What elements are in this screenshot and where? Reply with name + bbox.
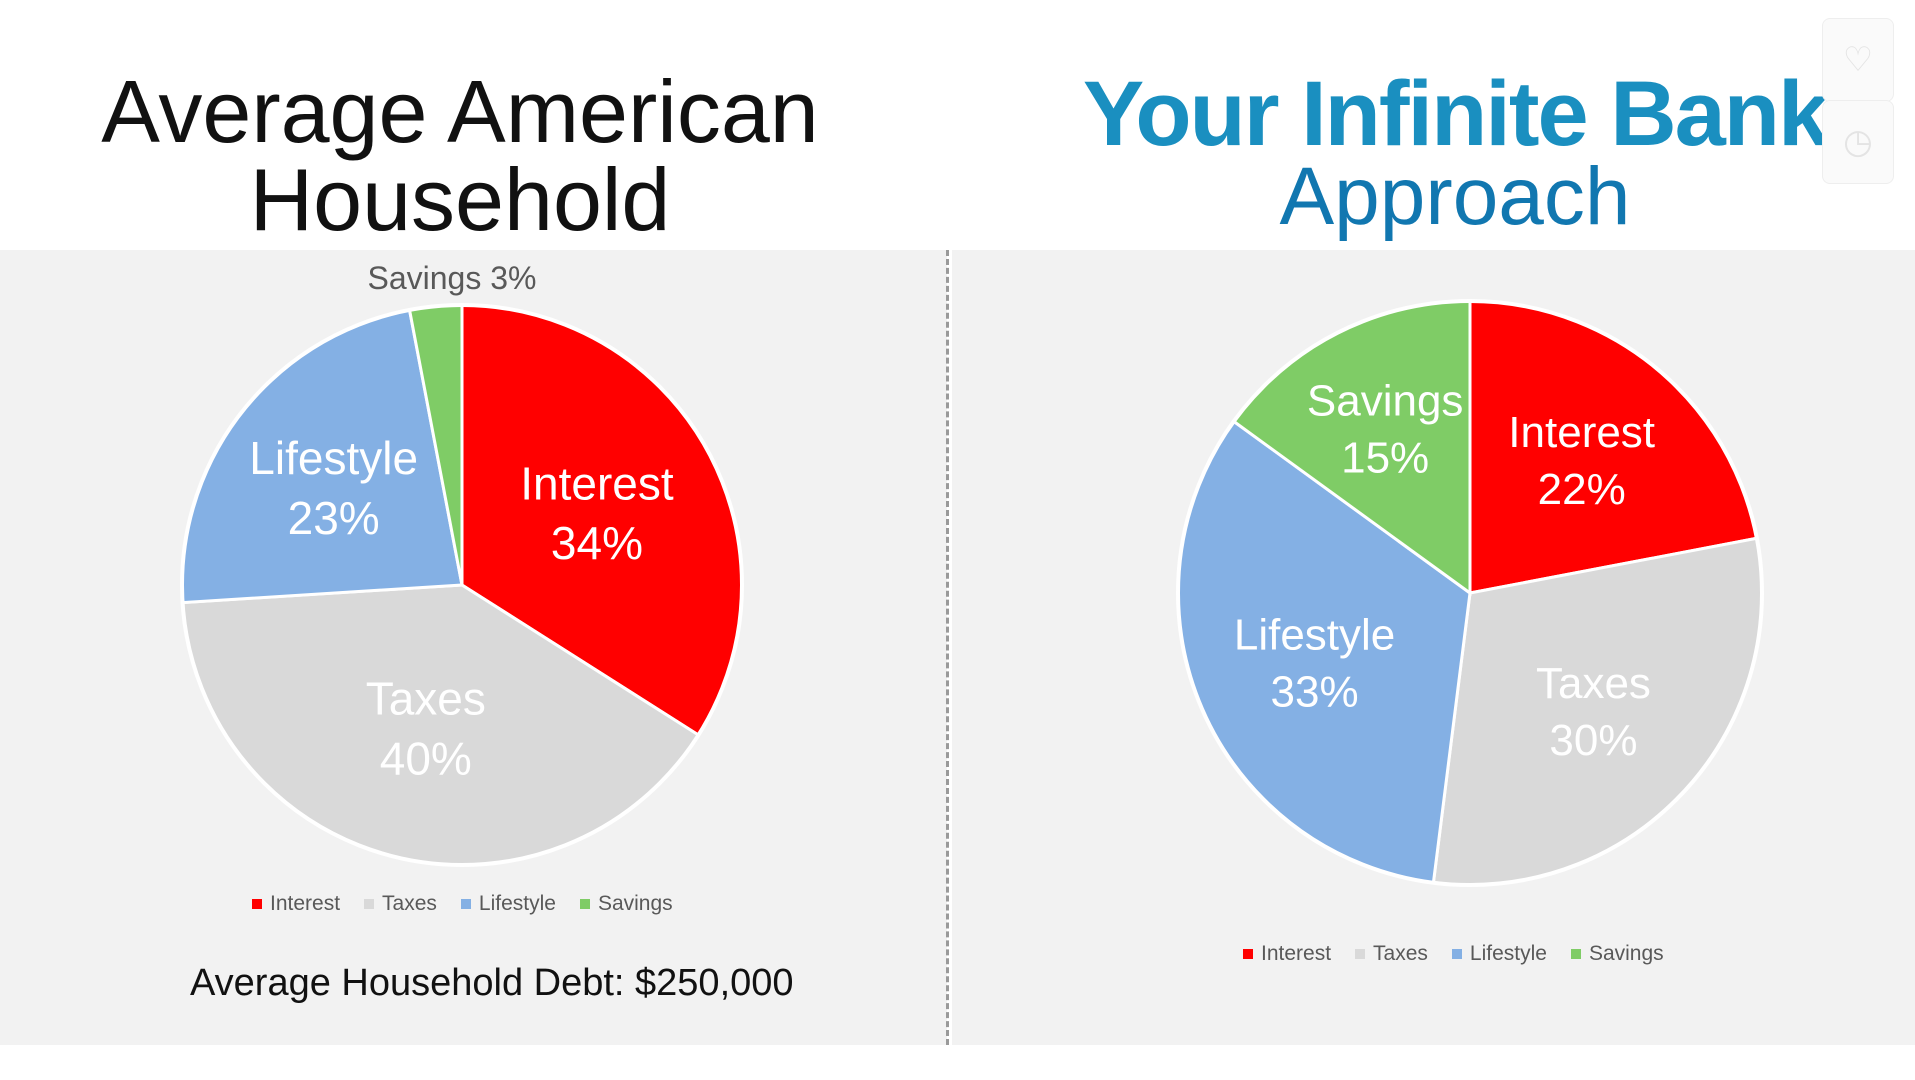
legend-label-lifestyle: Lifestyle bbox=[1469, 942, 1547, 965]
data-label-savings: 15% bbox=[1341, 434, 1429, 483]
heart-icon[interactable]: ♡ bbox=[1822, 18, 1894, 102]
legend-swatch-savings bbox=[1570, 949, 1581, 959]
pie-outline bbox=[1176, 299, 1764, 887]
legend-swatch-savings bbox=[579, 899, 590, 909]
pie-outline bbox=[180, 303, 744, 867]
legend-item-interest: Interest bbox=[252, 892, 340, 916]
legend-label-savings: Savings bbox=[1588, 942, 1664, 965]
left-chart-title: Average American Household bbox=[60, 68, 860, 244]
legend-label-taxes: Taxes bbox=[1373, 942, 1428, 965]
data-label-interest: 22% bbox=[1538, 465, 1626, 514]
legend-item-savings: Savings bbox=[1570, 942, 1664, 966]
legend-swatch-taxes bbox=[1355, 949, 1366, 959]
legend-item-lifestyle: Lifestyle bbox=[1451, 942, 1547, 966]
data-label-lifestyle: 23% bbox=[288, 492, 380, 544]
category-label-taxes: Taxes bbox=[366, 673, 486, 725]
legend-item-taxes: Taxes bbox=[1355, 942, 1428, 966]
right-title-line1: Your Infinite Bank bbox=[1082, 63, 1829, 165]
legend-swatch-taxes bbox=[364, 899, 375, 909]
legend-label-lifestyle: Lifestyle bbox=[478, 892, 556, 915]
legend-label-savings: Savings bbox=[597, 892, 673, 915]
category-label-interest: Interest bbox=[1508, 408, 1655, 457]
right-chart-title: Your Infinite Bank Approach bbox=[1040, 68, 1870, 238]
category-label-lifestyle: Lifestyle bbox=[249, 432, 418, 484]
data-label-interest: 34% bbox=[551, 517, 643, 569]
left-title-line2: Household bbox=[249, 150, 671, 249]
legend-swatch-lifestyle bbox=[460, 899, 471, 909]
legend-swatch-interest bbox=[1243, 949, 1253, 959]
legend-item-interest: Interest bbox=[1243, 942, 1331, 966]
right-pie-chart: Interest 22% Taxes 30% Lifestyle 33% Savings 15… bbox=[1176, 299, 1764, 887]
right-legend: Interest Taxes Lifestyle Savings bbox=[1243, 942, 1688, 966]
left-title-line1: Average American bbox=[101, 62, 819, 161]
left-pie-chart: Interest 34% Taxes 40% Lifestyle 23% Savings 3… bbox=[180, 260, 744, 867]
clock-icon[interactable]: ◷ bbox=[1822, 100, 1894, 184]
legend-swatch-interest bbox=[252, 899, 262, 909]
category-label-lifestyle: Lifestyle bbox=[1234, 610, 1395, 659]
data-label-lifestyle: 33% bbox=[1271, 667, 1359, 716]
dashed-divider bbox=[946, 250, 949, 1045]
right-title-line2: Approach bbox=[1279, 151, 1631, 242]
household-debt-note: Average Household Debt: $250,000 bbox=[190, 962, 794, 1004]
legend-item-lifestyle: Lifestyle bbox=[460, 892, 556, 916]
legend-label-taxes: Taxes bbox=[382, 892, 437, 915]
legend-item-taxes: Taxes bbox=[364, 892, 437, 916]
left-legend: Interest Taxes Lifestyle Savings bbox=[252, 892, 697, 916]
data-label-taxes: 30% bbox=[1549, 716, 1637, 765]
category-label-taxes: Taxes bbox=[1536, 659, 1651, 708]
legend-label-interest: Interest bbox=[1261, 942, 1332, 965]
legend-item-savings: Savings bbox=[579, 892, 673, 916]
pie-slice-taxes bbox=[1431, 536, 1764, 887]
legend-swatch-lifestyle bbox=[1451, 949, 1462, 959]
category-label-interest: Interest bbox=[520, 457, 674, 509]
data-label-taxes: 40% bbox=[380, 732, 472, 784]
data-label-savings: Savings 3% bbox=[368, 260, 537, 296]
legend-label-interest: Interest bbox=[270, 892, 341, 915]
category-label-savings: Savings bbox=[1307, 376, 1464, 425]
